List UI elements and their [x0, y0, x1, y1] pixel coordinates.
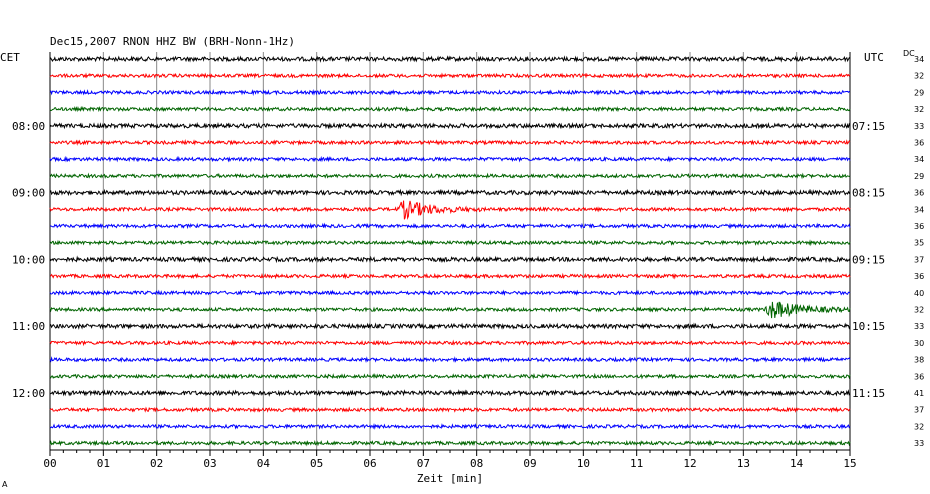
x-tick-label-12: 12: [683, 457, 696, 470]
dc-header-label: DC: [903, 49, 915, 58]
trace-15: [49, 301, 851, 319]
dc-offset-labels: 34 32 29 32 33 36 34 29 36 34 36 35 37 36 40 32 33 30 38 36…: [914, 55, 924, 448]
dc-offset-7: 29: [914, 172, 924, 181]
trace-20: [49, 389, 851, 397]
dc-offset-19: 36: [914, 372, 924, 381]
x-tick-label-7: 07: [417, 457, 430, 470]
x-tick-label-14: 14: [790, 457, 804, 470]
dc-offset-22: 32: [914, 422, 924, 431]
dc-offset-1: 32: [914, 72, 924, 81]
x-tick-label-13: 13: [737, 457, 750, 470]
trace-13: [50, 272, 851, 280]
dc-offset-9: 34: [914, 205, 924, 214]
right-hour-labels: 07:15 08:15 09:15 10:15 11:15: [852, 120, 885, 400]
dc-offset-12: 37: [914, 255, 924, 264]
left-hour-labels: 08:00 09:00 10:00 11:00 12:00: [12, 120, 45, 400]
trace-1: [49, 72, 851, 80]
trace-23: [49, 439, 851, 447]
trace-0: [49, 55, 851, 63]
trace-12: [49, 255, 851, 264]
trace-10: [49, 222, 851, 230]
trace-19: [49, 372, 851, 380]
x-tick-label-6: 06: [363, 457, 376, 470]
x-tick-label-11: 11: [630, 457, 643, 470]
x-tick-label-8: 08: [470, 457, 483, 470]
x-tick-label-4: 04: [257, 457, 271, 470]
x-tick-label-10: 10: [577, 457, 590, 470]
left-hour-label-4: 12:00: [12, 387, 45, 400]
dc-offset-16: 33: [914, 322, 924, 331]
x-axis-label: Zeit [min]: [417, 472, 483, 485]
x-tick-label-0: 00: [43, 457, 56, 470]
x-tick-label-1: 01: [97, 457, 110, 470]
trace-14: [49, 289, 851, 297]
dc-offset-20: 41: [914, 389, 924, 398]
corner-mark: A: [2, 480, 8, 489]
dc-offset-4: 33: [914, 122, 924, 131]
x-tick-label-15: 15: [843, 457, 856, 470]
dc-offset-17: 30: [914, 339, 924, 348]
x-tick-label-3: 03: [203, 457, 216, 470]
dc-offset-8: 36: [914, 189, 924, 198]
trace-9: [49, 200, 851, 220]
dc-offset-15: 32: [914, 306, 924, 315]
trace-16: [49, 322, 851, 330]
dc-offset-3: 32: [914, 105, 924, 114]
x-tick-label-2: 02: [150, 457, 163, 470]
right-hour-label-4: 11:15: [852, 387, 885, 400]
dc-offset-2: 29: [914, 88, 924, 97]
dc-offset-13: 36: [914, 272, 924, 281]
trace-22: [49, 422, 851, 430]
trace-17: [49, 339, 851, 347]
trace-11: [49, 239, 851, 247]
trace-8: [49, 188, 851, 197]
left-hour-label-0: 08:00: [12, 120, 45, 133]
left-hour-label-1: 09:00: [12, 187, 45, 200]
dc-offset-5: 36: [914, 139, 924, 148]
trace-4: [49, 121, 851, 130]
dc-offset-18: 38: [914, 356, 924, 365]
right-timezone-label: UTC: [864, 51, 884, 64]
trace-18: [49, 356, 851, 364]
trace-5: [49, 139, 851, 146]
right-hour-label-2: 09:15: [852, 253, 885, 266]
dc-offset-21: 37: [914, 406, 924, 415]
trace-7: [49, 172, 851, 180]
seismic-traces: [49, 55, 851, 447]
x-tick-label-9: 09: [523, 457, 536, 470]
dc-offset-0: 34: [914, 55, 924, 64]
trace-2: [49, 88, 851, 96]
x-tick-label-5: 05: [310, 457, 323, 470]
dc-offset-6: 34: [914, 155, 924, 164]
trace-3: [49, 105, 851, 113]
minute-gridlines: [49, 52, 851, 450]
chart-title: Dec15,2007 RNON HHZ BW (BRH-Nonn-1Hz): [50, 35, 295, 48]
x-axis: 00 01 02 03 04 05 06 07 08 09 10 11 12 13 14 15: [43, 449, 857, 470]
right-hour-label-1: 08:15: [852, 187, 885, 200]
right-hour-label-3: 10:15: [852, 320, 885, 333]
trace-6: [49, 155, 851, 163]
left-hour-label-2: 10:00: [12, 253, 45, 266]
dc-offset-23: 33: [914, 439, 924, 448]
trace-21: [49, 406, 851, 413]
right-hour-label-0: 07:15: [852, 120, 885, 133]
dc-offset-10: 36: [914, 222, 924, 231]
dc-offset-11: 35: [914, 239, 924, 248]
left-hour-label-3: 11:00: [12, 320, 45, 333]
left-timezone-label: CET: [0, 51, 20, 64]
dc-offset-14: 40: [914, 289, 924, 298]
